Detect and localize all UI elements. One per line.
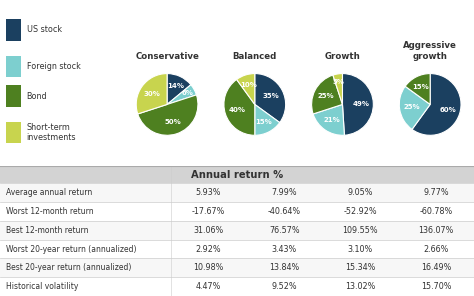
Text: 2.66%: 2.66% — [423, 244, 449, 254]
Text: Average annual return: Average annual return — [6, 188, 92, 197]
Text: 15.34%: 15.34% — [345, 263, 375, 272]
Text: 109.55%: 109.55% — [342, 226, 378, 235]
Bar — [0, 183, 474, 202]
Text: Worst 20-year return (annualized): Worst 20-year return (annualized) — [6, 244, 136, 254]
Text: 9.77%: 9.77% — [423, 188, 449, 197]
Text: Worst 12-month return: Worst 12-month return — [6, 207, 93, 216]
Text: Short-term
investments: Short-term investments — [27, 123, 76, 142]
Text: 9.05%: 9.05% — [347, 188, 373, 197]
Text: 15.70%: 15.70% — [421, 282, 451, 291]
Bar — [6, 56, 21, 77]
Text: Best 20-year return (annualized): Best 20-year return (annualized) — [6, 263, 131, 272]
Text: -40.64%: -40.64% — [268, 207, 301, 216]
Bar — [6, 19, 21, 41]
Text: 3.10%: 3.10% — [347, 244, 373, 254]
Text: 10.98%: 10.98% — [193, 263, 224, 272]
Text: 16.49%: 16.49% — [421, 263, 451, 272]
Text: Foreign stock: Foreign stock — [27, 62, 81, 71]
Text: -60.78%: -60.78% — [419, 207, 453, 216]
Bar — [0, 258, 474, 277]
Text: 13.02%: 13.02% — [345, 282, 375, 291]
Text: 136.07%: 136.07% — [419, 226, 454, 235]
Text: 3.43%: 3.43% — [272, 244, 297, 254]
Text: 5.93%: 5.93% — [196, 188, 221, 197]
Text: 2.92%: 2.92% — [196, 244, 221, 254]
Bar — [0, 221, 474, 240]
Bar — [6, 122, 21, 143]
Text: Historical volatility: Historical volatility — [6, 282, 78, 291]
Text: 13.84%: 13.84% — [269, 263, 300, 272]
Text: -17.67%: -17.67% — [192, 207, 225, 216]
Text: 31.06%: 31.06% — [193, 226, 224, 235]
Text: -52.92%: -52.92% — [344, 207, 377, 216]
Text: Annual return %: Annual return % — [191, 170, 283, 180]
Bar — [0, 166, 474, 183]
Text: US stock: US stock — [27, 25, 62, 34]
Bar — [6, 85, 21, 107]
Text: 4.47%: 4.47% — [196, 282, 221, 291]
Text: Bond: Bond — [27, 92, 47, 101]
Text: 7.99%: 7.99% — [272, 188, 297, 197]
Text: Best 12-month return: Best 12-month return — [6, 226, 88, 235]
Text: 9.52%: 9.52% — [272, 282, 297, 291]
Text: 76.57%: 76.57% — [269, 226, 300, 235]
